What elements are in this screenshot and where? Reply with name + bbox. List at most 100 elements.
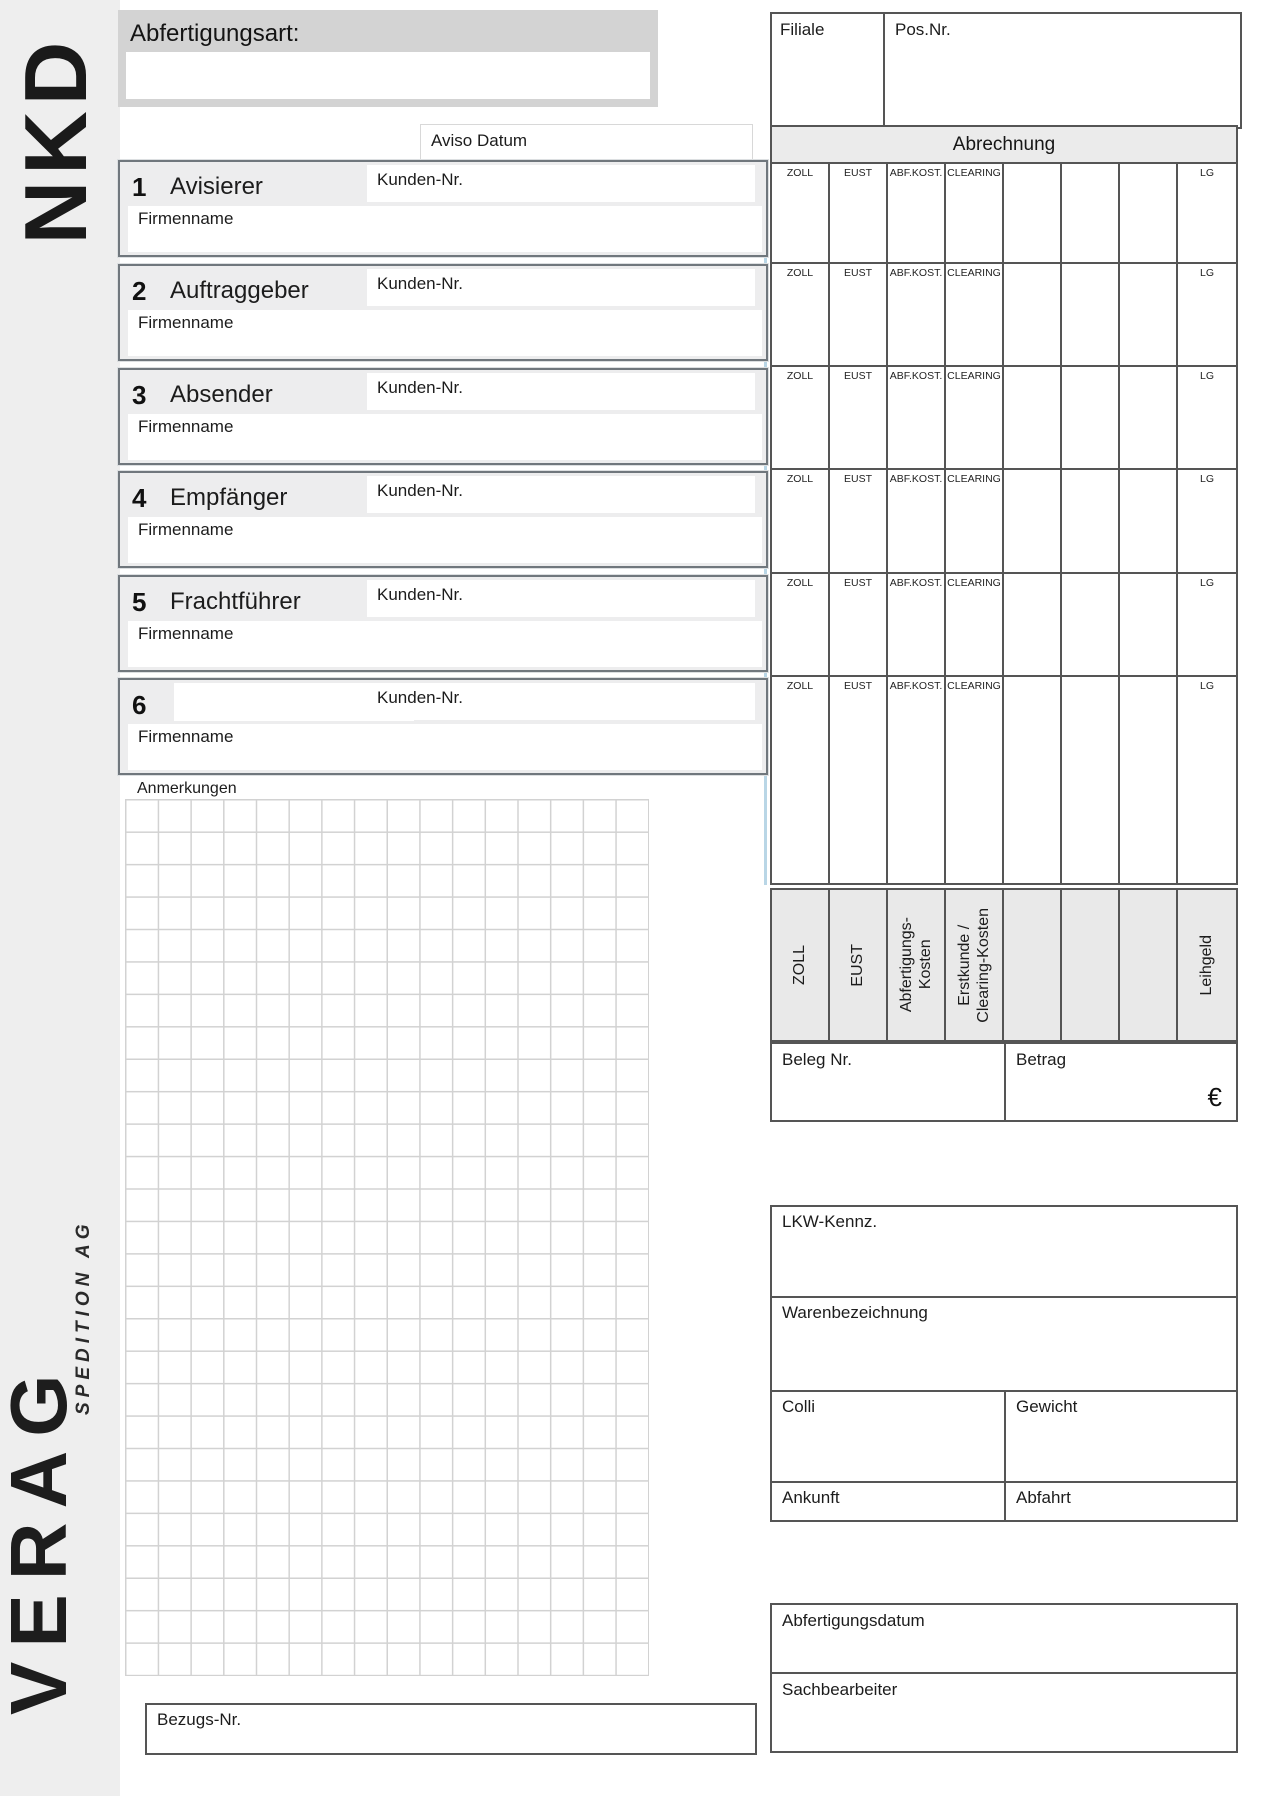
filiale-posnr-box: Filiale Pos.Nr.	[770, 12, 1242, 129]
abrechnung-cell[interactable]	[1004, 470, 1062, 574]
kunden-nr-field[interactable]: Kunden-Nr.	[367, 269, 755, 306]
firmenname-field[interactable]: Firmenname	[128, 414, 762, 460]
abrechnung-cell[interactable]: LG	[1178, 367, 1236, 470]
anmerkungen-label: Anmerkungen	[137, 780, 237, 797]
kunden-nr-field[interactable]: Kunden-Nr.	[367, 373, 755, 410]
processing-box: Abfertigungsdatum Sachbearbeiter	[770, 1603, 1238, 1753]
lkw-kennz-field[interactable]: LKW-Kennz.	[772, 1207, 1236, 1296]
colli-field[interactable]: Colli	[772, 1392, 1006, 1481]
abrechnung-cell[interactable]: LG	[1199, 680, 1214, 692]
firmenname-field[interactable]: Firmenname	[128, 724, 762, 770]
kunden-nr-field[interactable]: Kunden-Nr.	[367, 683, 755, 720]
ankunft-field[interactable]: Ankunft	[772, 1483, 1006, 1520]
aviso-datum-field[interactable]: Aviso Datum	[420, 124, 753, 160]
abrechnung-cell[interactable]: CLEARING	[946, 264, 1004, 367]
section-number: 6	[132, 690, 147, 720]
abrechnung-cell[interactable]: CLEARING	[946, 367, 1004, 470]
firmenname-field[interactable]: Firmenname	[128, 206, 762, 252]
abrechnung-cell[interactable]: LG	[1178, 264, 1236, 367]
nkd-logo: NKD	[6, 35, 105, 245]
abrechnung-cell[interactable]: ZOLL	[772, 264, 830, 367]
rotated-label-cell	[1120, 890, 1178, 1040]
rotated-label: Erstkunde / Clearing-Kosten	[955, 907, 992, 1023]
cargo-box: LKW-Kennz. Warenbezeichnung Colli Gewich…	[770, 1205, 1238, 1522]
betrag-field[interactable]: Betrag €	[1006, 1044, 1236, 1120]
abrechnung-cell[interactable]	[1004, 264, 1062, 367]
abrechnung-cell[interactable]: ABF.KOST.	[888, 574, 946, 677]
rotated-label: EUST	[849, 943, 867, 987]
abrechnung-cell[interactable]: ZOLL	[772, 470, 830, 574]
beleg-betrag-box: Beleg Nr. Betrag €	[770, 1042, 1238, 1122]
abrechnung-cell[interactable]	[1004, 367, 1062, 470]
gewicht-field[interactable]: Gewicht	[1016, 1397, 1078, 1416]
rotated-label-cell	[1004, 890, 1062, 1040]
abrechnung-cell[interactable]: ABF.KOST.	[888, 164, 946, 264]
abrechnung-cell[interactable]	[1120, 574, 1178, 677]
ankunft-abfahrt-row: Ankunft Abfahrt	[772, 1481, 1236, 1520]
abrechnung-cell[interactable]: ABF.KOST.	[888, 470, 946, 574]
abrechnung-cell[interactable]: ZOLL	[772, 677, 830, 883]
abrechnung-cell[interactable]	[1004, 677, 1062, 883]
abrechnung-cell[interactable]: CLEARING	[946, 470, 1004, 574]
section-auftraggeber: 2 Auftraggeber Kunden-Nr. Firmenname	[118, 264, 768, 361]
abrechnung-cell[interactable]	[1062, 164, 1120, 264]
rotated-label-cell: Abfertigungs- Kosten	[888, 890, 946, 1040]
abrechnung-cell[interactable]: CLEARING	[946, 574, 1004, 677]
abrechnung-cell[interactable]: LG	[1178, 574, 1236, 677]
section-title: Frachtführer	[170, 588, 301, 615]
anmerkungen-grid[interactable]	[125, 799, 649, 1676]
abrechnung-cell[interactable]: LG	[1178, 470, 1236, 574]
abrechnung-cell[interactable]: ABF.KOST.	[888, 264, 946, 367]
abfahrt-field[interactable]: Abfahrt	[1016, 1488, 1071, 1507]
rotated-label-cell: Leihgeld	[1178, 890, 1236, 1040]
abfertigungsdatum-field[interactable]: Abfertigungsdatum	[772, 1605, 1236, 1674]
abrechnung-cell[interactable]	[1062, 677, 1120, 883]
kunden-nr-field[interactable]: Kunden-Nr.	[367, 580, 755, 617]
abrechnung-cell[interactable]: ABF.KOST.	[888, 677, 946, 883]
abrechnung-cell[interactable]	[1120, 470, 1178, 574]
abrechnung-cell[interactable]: LG	[1178, 164, 1236, 264]
abrechnung-cell[interactable]: EUST	[830, 470, 888, 574]
pos-nr-field[interactable]: Pos.Nr.	[895, 20, 951, 39]
firmenname-field[interactable]: Firmenname	[128, 621, 762, 667]
kunden-nr-field[interactable]: Kunden-Nr.	[367, 165, 755, 202]
firmenname-field[interactable]: Firmenname	[128, 310, 762, 356]
abrechnung-cell[interactable]	[1004, 574, 1062, 677]
abrechnung-table: ZOLL EUST ABF.KOST. CLEARING LG ZOLL EUST ABF.K…	[770, 162, 1238, 885]
abfertigungsart-input[interactable]	[126, 52, 650, 99]
abrechnung-cell[interactable]: ZOLL	[772, 574, 830, 677]
warenbezeichnung-field[interactable]: Warenbezeichnung	[772, 1296, 1236, 1390]
abrechnung-cell[interactable]: CLEARING	[946, 164, 1004, 264]
filiale-field[interactable]: Filiale	[772, 14, 885, 127]
abrechnung-cell[interactable]: CLEARING	[946, 677, 1004, 883]
abrechnung-cell[interactable]	[1062, 574, 1120, 677]
abrechnung-cell[interactable]: ZOLL	[772, 367, 830, 470]
abrechnung-cell[interactable]: ABF.KOST.	[888, 367, 946, 470]
firmenname-field[interactable]: Firmenname	[128, 517, 762, 563]
abrechnung-cell[interactable]	[1120, 164, 1178, 264]
abrechnung-cell[interactable]: EUST	[830, 574, 888, 677]
abrechnung-cell[interactable]: ZOLL	[772, 164, 830, 264]
abrechnung-cell[interactable]	[1120, 264, 1178, 367]
abrechnung-cell[interactable]	[1004, 164, 1062, 264]
abrechnung-cell[interactable]	[1062, 470, 1120, 574]
verag-logo-main: VERAG	[0, 1360, 83, 1716]
abrechnung-cell[interactable]	[1120, 367, 1178, 470]
abrechnung-cell[interactable]	[1120, 677, 1178, 883]
abrechnung-header: Abrechnung	[770, 125, 1238, 162]
abrechnung-cell[interactable]: EUST	[830, 164, 888, 264]
abrechnung-cell[interactable]: EUST	[830, 677, 888, 883]
abrechnung-rotated-labels: ZOLL EUST Abfertigungs- Kosten Erstkunde / …	[770, 888, 1238, 1042]
bezugs-nr-field[interactable]: Bezugs-Nr.	[145, 1703, 757, 1755]
abrechnung-cell[interactable]: EUST	[830, 367, 888, 470]
section-avisierer: 1 Avisierer Kunden-Nr. Firmenname	[118, 160, 768, 257]
kunden-nr-field[interactable]: Kunden-Nr.	[367, 476, 755, 513]
section-number: 2	[132, 276, 147, 306]
sachbearbeiter-field[interactable]: Sachbearbeiter	[782, 1680, 898, 1699]
abrechnung-cell[interactable]: EUST	[830, 264, 888, 367]
beleg-nr-field[interactable]: Beleg Nr.	[772, 1044, 1006, 1120]
abrechnung-cell[interactable]	[1062, 367, 1120, 470]
section-title: Auftraggeber	[170, 277, 309, 304]
abrechnung-cell[interactable]	[1062, 264, 1120, 367]
